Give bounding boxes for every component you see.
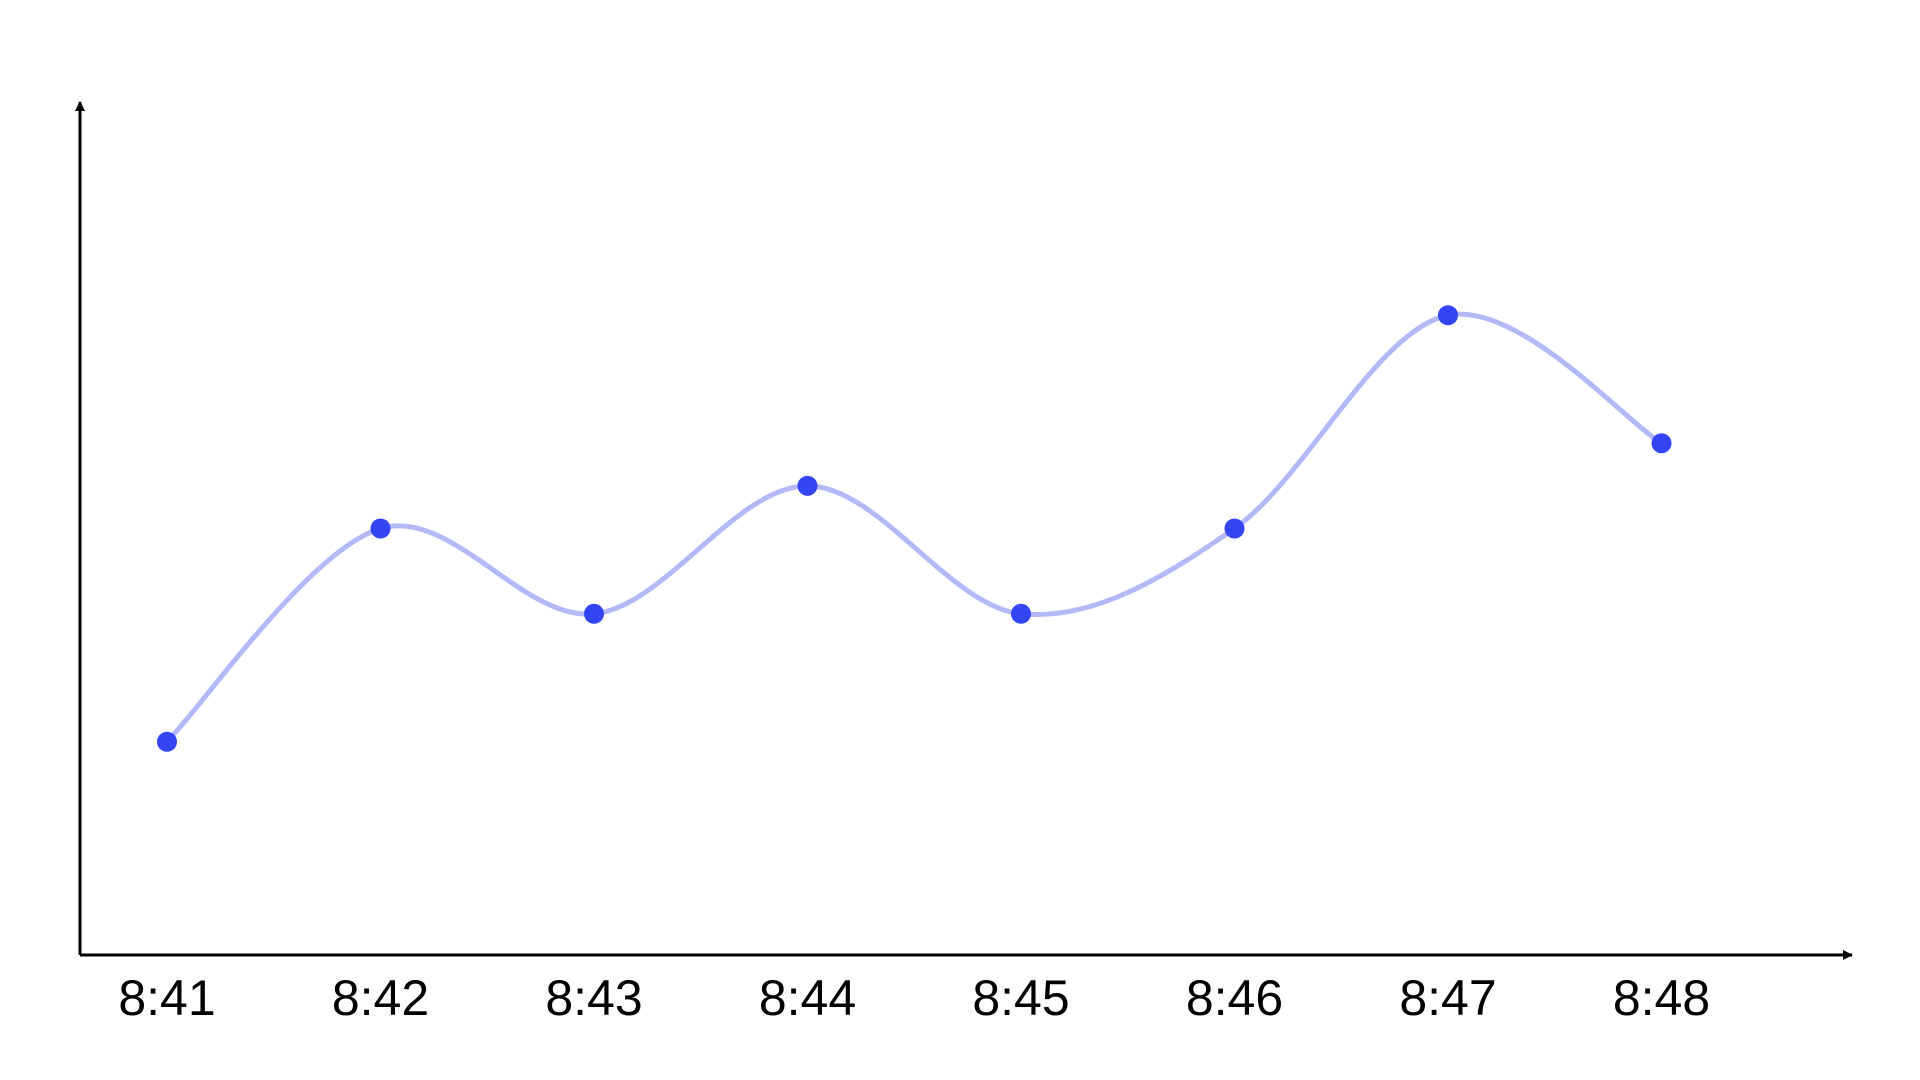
- data-point: [1651, 433, 1672, 454]
- x-tick-label: 8:42: [332, 970, 429, 1026]
- x-tick-label: 8:46: [1186, 970, 1283, 1026]
- x-tick-label: 8:44: [759, 970, 856, 1026]
- x-tick-label: 8:48: [1613, 970, 1710, 1026]
- x-tick-labels: 8:41 8:42 8:43 8:44 8:45 8:46 8:47 8:48: [118, 970, 1710, 1026]
- axes: [75, 101, 1853, 960]
- series-layer: [157, 305, 1672, 752]
- x-tick-label: 8:45: [972, 970, 1069, 1026]
- data-point: [1224, 518, 1245, 539]
- data-point: [584, 603, 604, 624]
- series-line: [164, 311, 1664, 745]
- data-point: [1438, 305, 1458, 326]
- data-point: [157, 731, 177, 752]
- data-point: [1011, 603, 1031, 624]
- data-point: [370, 518, 391, 539]
- x-tick-label: 8:43: [545, 970, 642, 1026]
- x-tick-label: 8:47: [1399, 970, 1496, 1026]
- data-point: [797, 475, 818, 496]
- x-tick-label: 8:41: [118, 970, 215, 1026]
